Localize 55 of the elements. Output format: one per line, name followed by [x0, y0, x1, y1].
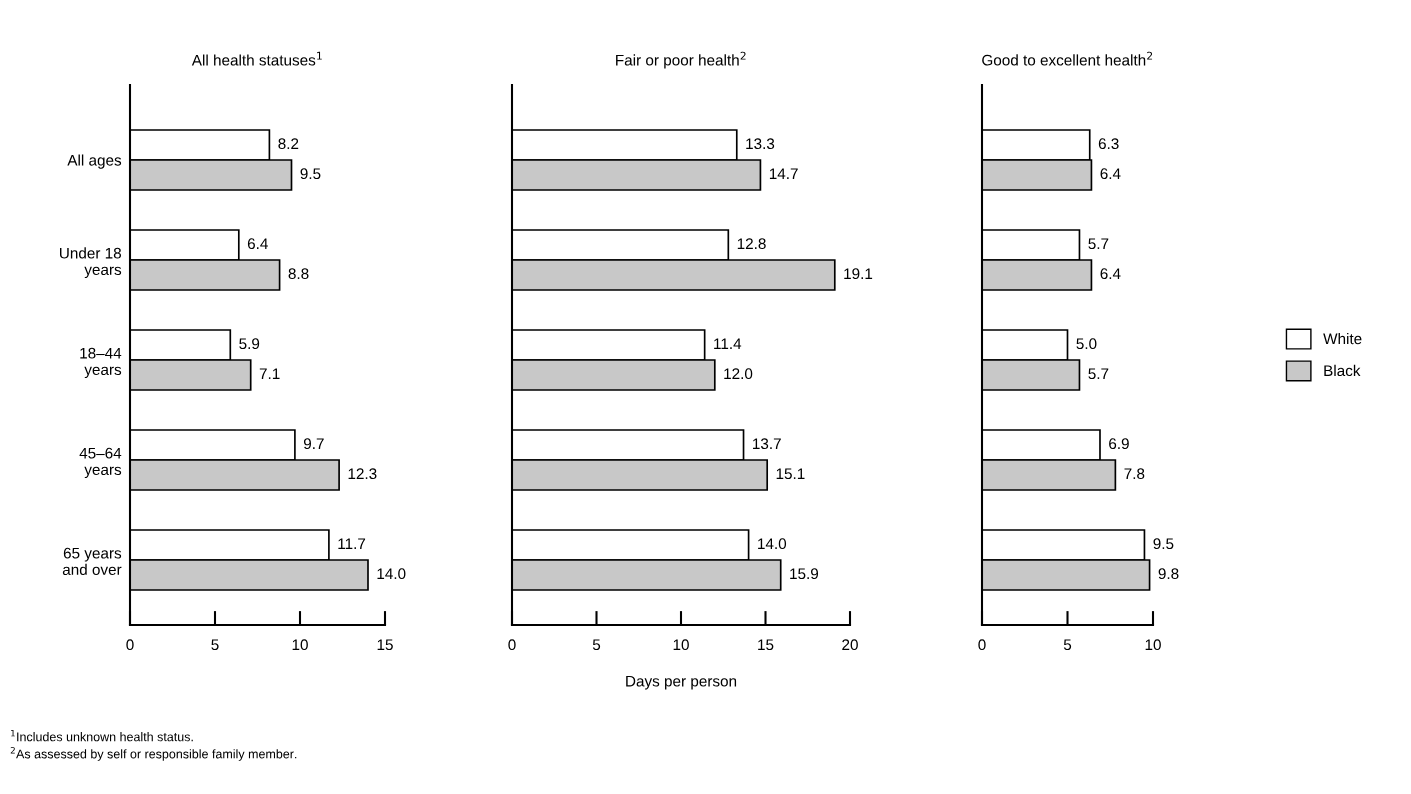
x-tick-label: 10 [1145, 639, 1161, 651]
data-label: 5.9 [239, 338, 260, 350]
data-label: 9.7 [303, 438, 324, 450]
x-tick-label: 20 [842, 639, 858, 651]
x-tick-label: 0 [126, 639, 134, 651]
data-label: 13.3 [746, 138, 775, 150]
data-label: 9.5 [1153, 538, 1174, 550]
y-tick-label: 65 years and over [62, 547, 122, 576]
data-label: 7.8 [1124, 468, 1145, 480]
data-label: 6.4 [1100, 268, 1121, 280]
chart-title: Good to excellent health$^{2}$ [982, 51, 1153, 66]
data-label: 6.3 [1098, 138, 1119, 150]
y-tick-label: 18–44 years [80, 347, 122, 379]
data-label: 8.8 [288, 268, 309, 280]
y-tick-label: 45–64 years [79, 447, 122, 479]
legend-label: White [1323, 333, 1362, 345]
data-label: 11.4 [714, 338, 742, 349]
data-label: 7.1 [259, 368, 280, 379]
data-label: 19.1 [844, 268, 873, 280]
data-label: 12.0 [724, 368, 753, 380]
data-label: 14.0 [377, 568, 406, 580]
data-label: 5.7 [1088, 368, 1109, 380]
x-tick-label: 0 [508, 639, 516, 651]
x-tick-label: 5 [592, 639, 601, 651]
y-tick-label: All ages [67, 154, 122, 169]
x-tick-label: 5 [1063, 639, 1072, 651]
x-tick-label: 15 [758, 639, 774, 651]
data-label: 6.9 [1109, 438, 1129, 450]
data-label: 9.8 [1158, 568, 1179, 580]
chart-title: Fair or poor health$^{2}$ [616, 51, 746, 69]
data-label: 11.7 [338, 538, 366, 549]
data-label: 6.4 [247, 238, 268, 250]
data-label: 5.7 [1088, 238, 1109, 250]
data-label: 12.3 [348, 468, 377, 480]
data-label: 13.7 [753, 438, 781, 450]
data-label: 5.0 [1076, 338, 1097, 350]
y-tick-label: Under 18 years [60, 247, 122, 279]
data-label: 6.4 [1100, 168, 1121, 180]
x-tick-label: 5 [211, 639, 219, 651]
legend-label: Black [1324, 364, 1361, 377]
x-tick-label: 0 [978, 639, 986, 651]
data-label: 15.9 [790, 568, 819, 580]
x-tick-label: 10 [292, 639, 308, 651]
data-label: 14.7 [769, 168, 798, 179]
chart-title: All health statuses$^{1}$ [191, 51, 322, 66]
x-tick-label: 10 [673, 639, 689, 651]
data-label: 8.2 [278, 138, 299, 150]
data-label: 9.5 [300, 168, 321, 180]
text: $^{2}$As assessed by self or responsible family member. [10, 747, 297, 761]
text: $^{1}$Includes unknown health status. [11, 729, 193, 742]
x-axis-title: Days per person [626, 675, 737, 690]
x-tick-label: 15 [377, 639, 393, 651]
data-label: 15.1 [776, 468, 805, 480]
data-label: 12.8 [737, 238, 766, 250]
data-label: 14.0 [758, 538, 787, 550]
